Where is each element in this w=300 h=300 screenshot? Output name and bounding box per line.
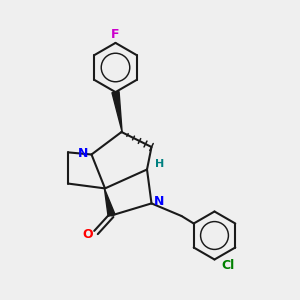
Text: F: F: [111, 28, 120, 41]
Text: N: N: [78, 146, 88, 160]
Text: H: H: [155, 159, 164, 169]
Text: Cl: Cl: [221, 259, 235, 272]
Polygon shape: [104, 188, 115, 216]
Polygon shape: [112, 92, 122, 132]
Text: N: N: [154, 195, 164, 208]
Text: O: O: [82, 227, 93, 241]
